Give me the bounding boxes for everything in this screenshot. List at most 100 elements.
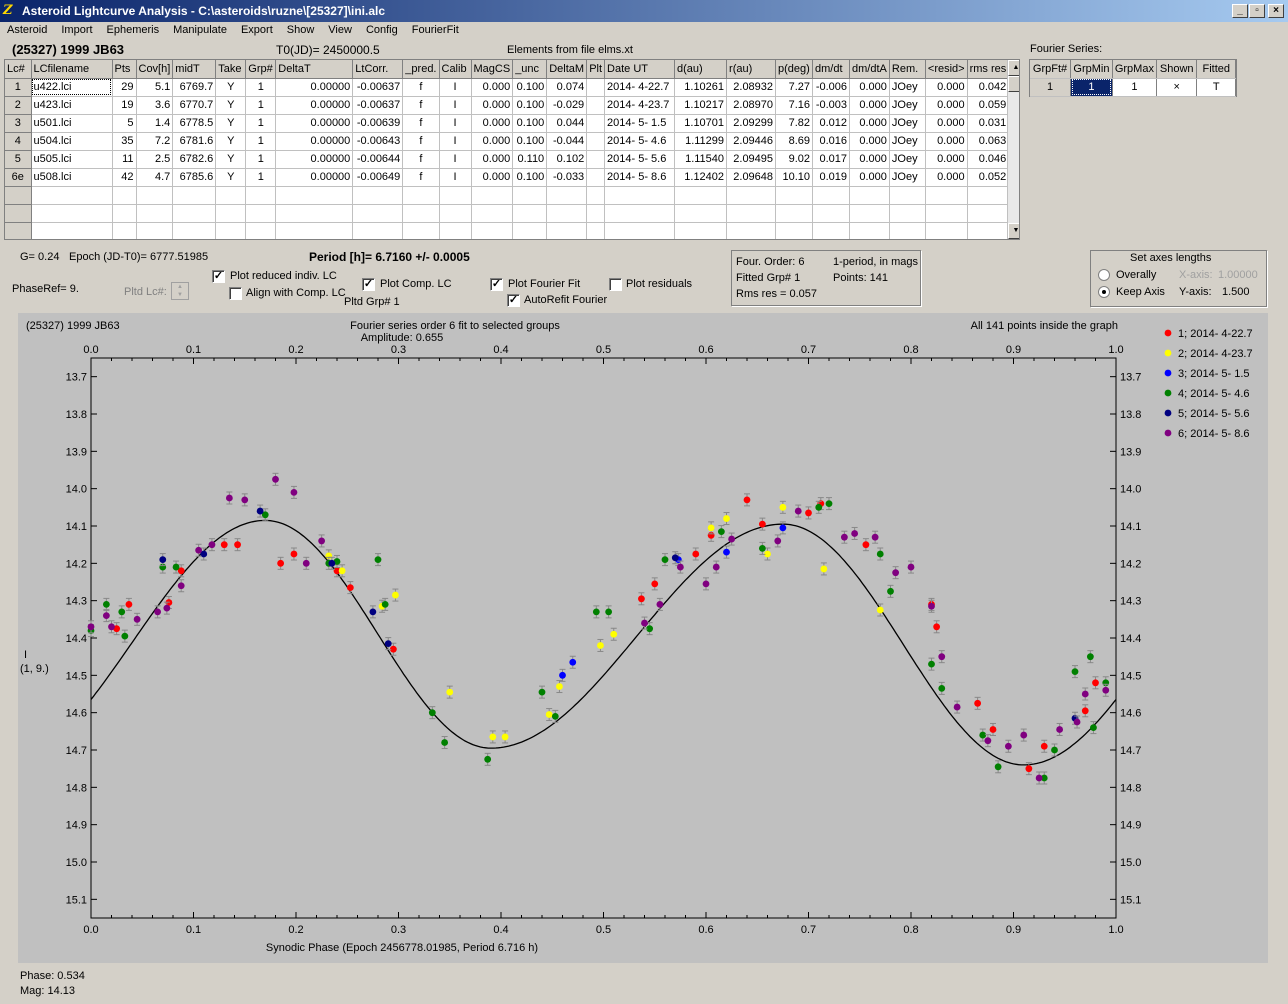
table-cell[interactable]: 0.000 — [849, 168, 890, 187]
table-cell[interactable]: 0.00000 — [275, 96, 354, 115]
table-cell[interactable]: 0.000 — [471, 114, 514, 133]
menu-import[interactable]: Import — [61, 24, 93, 36]
table-cell[interactable]: I — [439, 78, 472, 97]
table-cell[interactable] — [812, 222, 851, 239]
table-cell[interactable]: 1 — [245, 168, 277, 187]
column-header[interactable]: Take — [215, 60, 247, 79]
table-cell[interactable]: f — [402, 78, 440, 97]
table-cell[interactable] — [136, 186, 174, 205]
table-cell[interactable] — [674, 222, 728, 239]
table-cell[interactable]: 6781.6 — [172, 132, 217, 151]
table-cell[interactable]: 0.000 — [471, 132, 514, 151]
overally-radio[interactable] — [1098, 269, 1110, 281]
fourier-cell-grpft[interactable]: 1 — [1030, 78, 1072, 97]
table-cell[interactable] — [402, 222, 440, 239]
column-header[interactable]: Plt — [586, 60, 606, 79]
table-cell[interactable]: 0.074 — [546, 78, 588, 97]
menu-export[interactable]: Export — [240, 24, 273, 36]
table-cell[interactable] — [775, 204, 814, 223]
table-cell[interactable] — [967, 204, 1010, 223]
table-cell[interactable]: 6778.5 — [172, 114, 217, 133]
menu-fourierfit[interactable]: FourierFit — [411, 24, 459, 36]
table-cell[interactable]: 1 — [245, 114, 277, 133]
table-cell[interactable]: u423.lci — [31, 96, 113, 115]
table-cell[interactable]: 2.08970 — [726, 96, 777, 115]
table-cell[interactable]: Y — [215, 150, 247, 169]
table-row[interactable]: 3 u501.lci 5 1.4 6778.5 Y 1 0.00000 -0.00639 f I 0.… — [5, 114, 1010, 133]
table-cell[interactable]: 35 — [112, 132, 137, 151]
table-cell[interactable]: 0.100 — [512, 114, 548, 133]
table-cell[interactable]: 3.6 — [136, 96, 174, 115]
table-cell[interactable] — [586, 150, 606, 169]
table-cell[interactable]: f — [402, 132, 440, 151]
column-header[interactable]: _pred. — [402, 60, 440, 79]
table-cell[interactable] — [726, 204, 777, 223]
column-header[interactable]: _unc — [512, 60, 548, 79]
table-cell[interactable]: -0.00644 — [352, 150, 404, 169]
table-cell[interactable] — [439, 204, 472, 223]
column-header[interactable]: midT — [172, 60, 217, 79]
table-cell[interactable]: -0.00639 — [352, 114, 404, 133]
table-cell[interactable]: 0.100 — [512, 132, 548, 151]
table-cell[interactable] — [352, 186, 404, 205]
table-cell[interactable] — [967, 186, 1010, 205]
table-cell[interactable] — [586, 168, 606, 187]
table-cell[interactable] — [586, 204, 606, 223]
table-cell[interactable]: 0.031 — [967, 114, 1010, 133]
table-cell[interactable]: u505.lci — [31, 150, 113, 169]
table-cell[interactable]: 2.08932 — [726, 78, 777, 97]
table-cell[interactable] — [439, 222, 472, 239]
table-cell[interactable] — [245, 204, 277, 223]
table-cell[interactable]: -0.00649 — [352, 168, 404, 187]
table-cell[interactable] — [31, 222, 113, 239]
empty-row[interactable] — [5, 186, 1010, 205]
table-cell[interactable] — [726, 222, 777, 239]
table-cell[interactable]: -0.003 — [812, 96, 851, 115]
align-comp-checkbox[interactable] — [229, 287, 242, 300]
table-cell[interactable]: JOey — [889, 114, 926, 133]
table-cell[interactable]: 0.00000 — [275, 132, 354, 151]
table-cell[interactable]: 8.69 — [775, 132, 814, 151]
table-cell[interactable]: 4.7 — [136, 168, 174, 187]
column-header[interactable]: Cov[h] — [136, 60, 174, 79]
table-cell[interactable]: -0.00637 — [352, 78, 404, 97]
table-cell[interactable]: 1 — [245, 132, 277, 151]
table-cell[interactable]: 29 — [112, 78, 137, 97]
table-cell[interactable]: 2014- 4-23.7 — [604, 96, 676, 115]
column-header[interactable]: rms res — [967, 60, 1010, 79]
table-cell[interactable]: 0.019 — [812, 168, 851, 187]
table-cell[interactable] — [31, 186, 113, 205]
table-cell[interactable]: 1 — [245, 78, 277, 97]
lightcurve-plot[interactable]: (25327) 1999 JB63 Fourier series order 6… — [18, 313, 1268, 963]
table-cell[interactable]: 2.09648 — [726, 168, 777, 187]
table-cell[interactable]: 0.042 — [967, 78, 1010, 97]
table-cell[interactable]: 1.10701 — [674, 114, 728, 133]
table-cell[interactable]: f — [402, 150, 440, 169]
scroll-up-button[interactable]: ▲ — [1008, 60, 1019, 76]
table-cell[interactable] — [586, 114, 606, 133]
table-cell[interactable]: I — [439, 114, 472, 133]
autorefit-checkbox[interactable]: ✓ — [507, 294, 520, 307]
table-cell[interactable]: I — [439, 132, 472, 151]
table-cell[interactable]: 0.000 — [849, 96, 890, 115]
close-button[interactable]: × — [1268, 4, 1284, 18]
fourier-cell-grpmax[interactable]: 1 — [1112, 78, 1157, 97]
table-cell[interactable] — [172, 204, 217, 223]
column-header[interactable]: Date UT — [604, 60, 676, 79]
table-cell[interactable]: 0.100 — [512, 78, 548, 97]
table-row[interactable]: 5 u505.lci 11 2.5 6782.6 Y 1 0.00000 -0.00644 f I 0… — [5, 150, 1010, 169]
table-cell[interactable] — [112, 222, 137, 239]
plot-residuals-checkbox[interactable] — [609, 278, 622, 291]
menu-asteroid[interactable]: Asteroid — [7, 24, 48, 36]
column-header[interactable]: <resid> — [925, 60, 968, 79]
table-cell[interactable]: 0.063 — [967, 132, 1010, 151]
table-cell[interactable] — [586, 186, 606, 205]
table-cell[interactable] — [674, 186, 728, 205]
table-cell[interactable]: u422.lci — [31, 78, 113, 97]
table-cell[interactable] — [812, 204, 851, 223]
table-cell[interactable]: -0.00643 — [352, 132, 404, 151]
table-cell[interactable]: 0.000 — [849, 78, 890, 97]
table-cell[interactable] — [967, 222, 1010, 239]
restore-button[interactable]: ▫ — [1249, 4, 1265, 18]
table-cell[interactable]: 7.16 — [775, 96, 814, 115]
